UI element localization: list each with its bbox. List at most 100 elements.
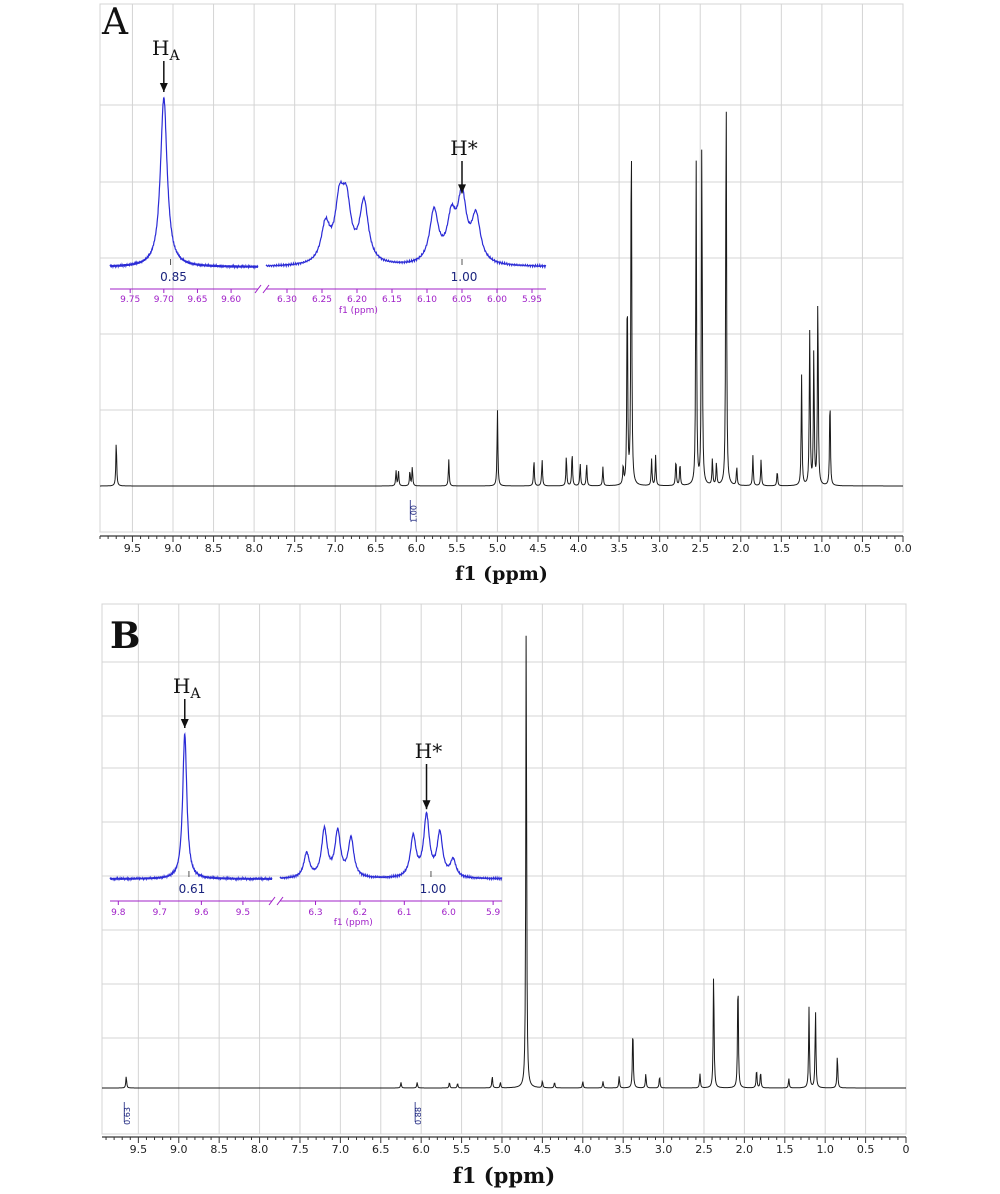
peak-annotation-label: H* (415, 739, 442, 763)
annotation-arrow-head (422, 800, 431, 810)
axis-break-mark (268, 896, 276, 906)
inset-zoom: 9.8 9.7 9.6 9.5 6.3 6.2 6.1 6.0 5.9 f1 (ppm) 0.61 1… (109, 674, 503, 928)
annotation-arrow-head (159, 83, 168, 92)
inset-integral-label: 1.00 (420, 882, 447, 896)
x-tick-label: 3.5 (610, 542, 628, 555)
inset-axis-title: f1 (ppm) (339, 306, 378, 316)
x-tick-label: 5.5 (448, 542, 466, 555)
x-tick-label: 7.0 (326, 542, 344, 555)
inset-tick-label: 6.10 (417, 295, 437, 305)
x-tick-label: 4.0 (570, 542, 588, 555)
x-tick-label: 3.0 (651, 542, 669, 555)
x-tick-label: 3.0 (655, 1143, 673, 1156)
axis-break-mark (276, 896, 284, 906)
annotation-text: H* (415, 739, 442, 763)
inset-axis-title: f1 (ppm) (334, 918, 373, 928)
inset-tick-label: 9.8 (111, 908, 126, 918)
inset-tick-label: 6.05 (452, 295, 472, 305)
x-tick-label: 5.5 (453, 1143, 471, 1156)
inset-tick-label: 6.00 (487, 295, 507, 305)
x-tick-label: 9.0 (170, 1143, 188, 1156)
spectrum-panel-a: 9.5 9.0 8.5 8.0 7.5 7.0 6.5 6.0 5.5 5.0 4.5 4.0 3.5 3… (99, 2, 912, 585)
inset-zoom: 9.75 9.70 9.65 9.60 6.30 6.25 6.20 6.15 6.10 6.05… (109, 36, 547, 316)
inset-tick-label: 6.20 (347, 295, 367, 305)
x-tick-label: 7.0 (332, 1143, 350, 1156)
x-tick-label: 6.5 (372, 1143, 390, 1156)
inset-integral-label: 1.00 (451, 270, 478, 284)
x-axis-title: f1 (ppm) (453, 1163, 555, 1188)
grid-lines (102, 604, 907, 1134)
integral-label: 0.63 (123, 1107, 132, 1125)
x-tick-label: 6.5 (367, 542, 385, 555)
x-tick-label: 9.5 (130, 1143, 148, 1156)
inset-tick-label: 6.1 (397, 908, 411, 918)
panel-label: B (110, 615, 140, 657)
inset-integral-label: 0.85 (160, 270, 187, 284)
x-tick-label: 5.0 (489, 542, 507, 555)
annotation-subscript: A (168, 48, 180, 64)
inset-tick-label: 6.3 (308, 908, 322, 918)
annotation-text: H (173, 674, 190, 698)
peak-annotation-label: HA (173, 674, 201, 702)
x-tick-label: 1.0 (813, 542, 831, 555)
integral-label: 0.88 (414, 1107, 423, 1125)
inset-tick-label: 6.2 (353, 908, 367, 918)
annotation-subscript: A (189, 686, 201, 702)
x-tick-label: 2.0 (732, 542, 750, 555)
inset-tick-label: 5.95 (522, 295, 542, 305)
spectrum-trace (100, 111, 903, 487)
x-tick-label: 1.5 (776, 1143, 794, 1156)
peak-annotation-label: H* (450, 136, 477, 160)
x-tick-label: 4.5 (534, 1143, 552, 1156)
inset-tick-label: 6.25 (312, 295, 332, 305)
x-tick-label: 8.5 (210, 1143, 228, 1156)
annotation-text: H (152, 36, 169, 60)
annotation-arrow-head (458, 184, 466, 194)
x-tick-label: 0 (903, 1143, 910, 1156)
x-tick-label: 3.5 (614, 1143, 632, 1156)
x-tick-label: 0.5 (857, 1143, 875, 1156)
x-tick-label: 0.5 (854, 542, 872, 555)
x-tick-label: 8.0 (251, 1143, 269, 1156)
inset-tick-label: 9.75 (120, 295, 140, 305)
axis-break-mark (254, 284, 262, 294)
x-tick-label: 4.5 (529, 542, 547, 555)
inset-tick-label: 9.7 (153, 908, 167, 918)
x-tick-label: 9.0 (164, 542, 182, 555)
x-tick-label: 2.0 (736, 1143, 754, 1156)
x-tick-label: 4.0 (574, 1143, 592, 1156)
x-axis-title: f1 (ppm) (455, 563, 548, 585)
x-tick-label: 0.0 (894, 542, 912, 555)
inset-trace-right (265, 179, 547, 270)
x-tick-label: 9.5 (124, 542, 142, 555)
annotation-arrow-head (180, 719, 189, 728)
spectrum-trace (102, 635, 906, 1089)
panel-label: A (101, 2, 129, 43)
peak-annotation-label: HA (152, 36, 180, 64)
inset-tick-label: 9.6 (194, 908, 209, 918)
inset-tick-label: 6.30 (277, 295, 297, 305)
x-tick-label: 7.5 (286, 542, 304, 555)
inset-tick-label: 9.5 (236, 908, 250, 918)
x-tick-label: 5.0 (493, 1143, 511, 1156)
x-tick-label: 8.5 (205, 542, 223, 555)
inset-trace-left (109, 96, 259, 270)
x-tick-label: 7.5 (291, 1143, 309, 1156)
x-tick-label: 6.0 (412, 1143, 430, 1156)
x-tick-label: 8.0 (245, 542, 263, 555)
inset-trace-right (279, 811, 503, 882)
x-tick-label: 1.0 (816, 1143, 834, 1156)
axis-break-mark (262, 284, 270, 294)
inset-tick-label: 9.70 (154, 295, 174, 305)
x-tick-label: 1.5 (773, 542, 791, 555)
annotation-text: H* (450, 136, 477, 160)
inset-tick-label: 9.60 (221, 295, 241, 305)
plot-frame (99, 3, 904, 533)
integral-label: 1.00 (409, 505, 418, 523)
inset-trace-left (109, 732, 273, 882)
grid-lines (100, 4, 904, 532)
x-tick-label: 2.5 (695, 1143, 713, 1156)
inset-integral-label: 0.61 (179, 882, 206, 896)
x-tick-label: 6.0 (408, 542, 426, 555)
